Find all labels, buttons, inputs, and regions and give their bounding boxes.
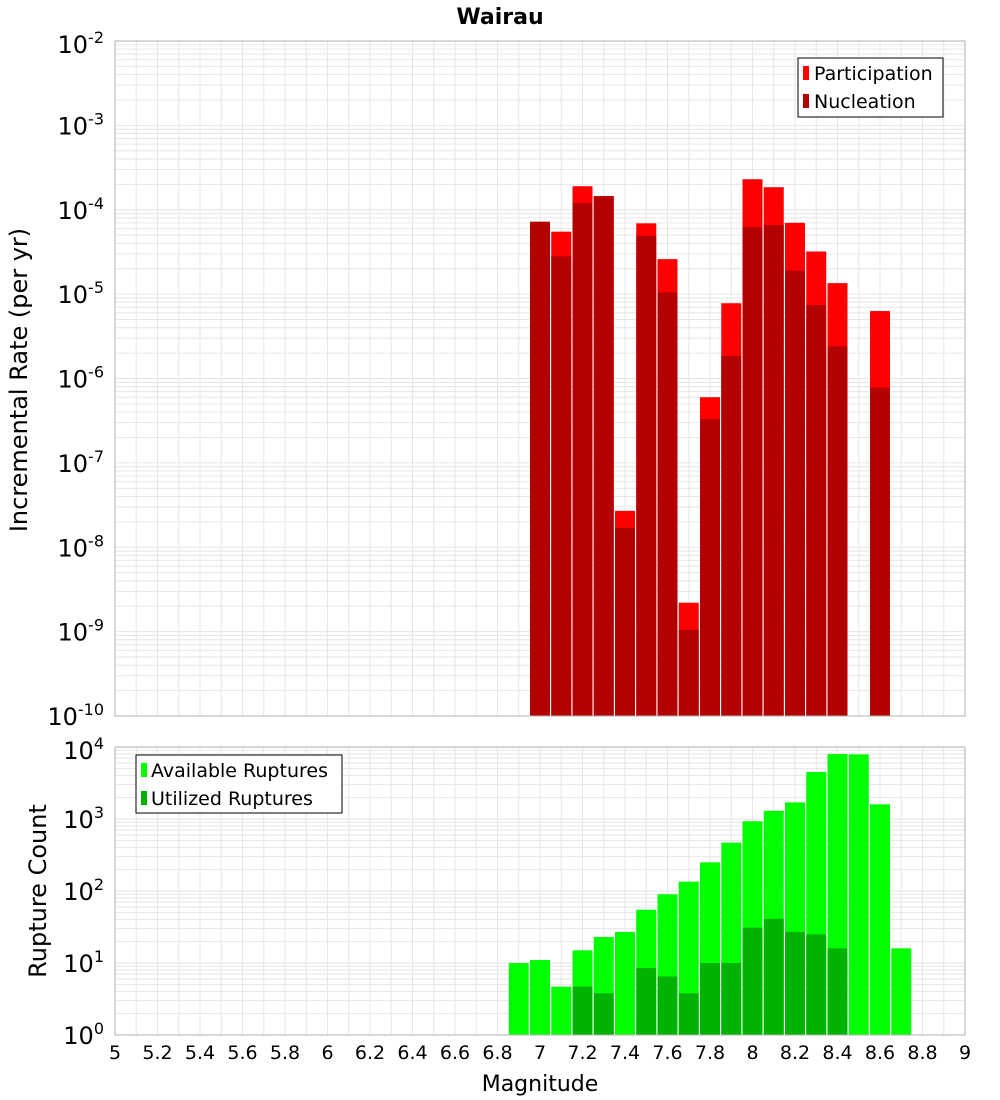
- y-tick-label: 10-5: [58, 278, 105, 309]
- legend-swatch-available: [141, 763, 147, 777]
- legend-swatch-participation: [803, 66, 809, 80]
- rate-inner-bar: [870, 387, 890, 716]
- rate-y-axis-label: Incremental Rate (per yr): [5, 228, 33, 532]
- legend-label-utilized: Utilized Ruptures: [151, 788, 313, 810]
- x-tick-label: 8.6: [865, 1042, 895, 1064]
- count-inner-bar: [678, 993, 699, 1035]
- rate-inner-bar: [593, 196, 614, 716]
- x-tick-label: 9: [959, 1042, 971, 1064]
- x-tick-label: 5.8: [270, 1042, 300, 1064]
- count-outer-bar: [551, 986, 572, 1035]
- x-tick-label: 5.2: [142, 1042, 172, 1064]
- count-outer-bar: [615, 931, 635, 1035]
- count-outer-bar: [508, 963, 529, 1035]
- x-tick-label: 5.4: [185, 1042, 215, 1064]
- rate-inner-bar: [806, 305, 827, 716]
- rate-inner-bar: [742, 227, 763, 716]
- rate-plot-frame: [114, 40, 966, 717]
- x-tick-label: 5: [109, 1042, 121, 1064]
- rate-legend: Participation Nucleation: [797, 57, 944, 118]
- y-tick-label: 10-6: [58, 363, 105, 394]
- rate-inner-bar: [615, 527, 635, 716]
- count-inner-bar: [742, 927, 763, 1035]
- x-tick-label: 8.8: [907, 1042, 937, 1064]
- x-tick-label: 8.4: [822, 1042, 852, 1064]
- count-inner-bar: [827, 948, 848, 1035]
- rate-y-tick-labels: 10-2 10-3 10-4 10-5 10-6 10-7 10-8 10-9 10-10: [47, 28, 104, 731]
- rate-panel: 10-2 10-3 10-4 10-5 10-6 10-7 10-8 10-9 10-10 In…: [5, 28, 966, 731]
- x-tick-label: 7.2: [567, 1042, 597, 1064]
- count-legend-box: [135, 754, 343, 814]
- y-tick-label: 10-4: [58, 194, 105, 225]
- count-inner-bar: [763, 918, 784, 1035]
- x-tick-label: 7.6: [652, 1042, 682, 1064]
- rate-inner-bar: [530, 221, 550, 716]
- count-outer-bar: [891, 948, 912, 1035]
- rate-inner-bar: [572, 203, 593, 716]
- x-axis-label: Magnitude: [482, 1072, 599, 1097]
- x-tick-label: 6.8: [482, 1042, 512, 1064]
- count-inner-bar: [572, 986, 593, 1035]
- rate-inner-bar: [827, 346, 848, 716]
- y-tick-label: 102: [63, 875, 104, 906]
- count-outer-bar: [870, 804, 890, 1035]
- count-inner-bar: [657, 976, 678, 1035]
- rate-legend-box: [797, 57, 944, 118]
- rate-inner-bar: [721, 355, 742, 716]
- rate-inner-bar: [678, 629, 699, 716]
- chart-title: Wairau: [456, 5, 543, 30]
- count-inner-bar: [593, 993, 614, 1035]
- x-tick-label: 8: [746, 1042, 758, 1064]
- y-tick-label: 104: [63, 734, 104, 765]
- count-y-axis-label: Rupture Count: [24, 804, 52, 978]
- legend-label-available: Available Ruptures: [151, 760, 328, 782]
- count-panel: 104 103 102 101 100 5 5.2 5.4 5.6 5.8 6 6.2 6.4 6.6 6…: [24, 734, 971, 1097]
- y-tick-label: 10-8: [58, 531, 105, 562]
- x-tick-label: 6.2: [355, 1042, 385, 1064]
- rate-inner-bar: [636, 235, 657, 716]
- x-tick-label: 7.4: [610, 1042, 640, 1064]
- y-tick-label: 10-10: [47, 700, 104, 731]
- x-tick-label: 6.4: [397, 1042, 427, 1064]
- rate-inner-bar: [785, 270, 805, 716]
- count-legend: Available Ruptures Utilized Ruptures: [135, 754, 343, 814]
- y-tick-label: 100: [63, 1019, 104, 1050]
- count-inner-bar: [785, 931, 805, 1035]
- x-tick-label: 7.8: [695, 1042, 725, 1064]
- count-outer-bar: [530, 960, 550, 1035]
- y-tick-label: 10-7: [58, 447, 105, 478]
- rate-inner-bar: [657, 292, 678, 716]
- count-inner-bar: [700, 963, 720, 1035]
- x-tick-label: 6.6: [440, 1042, 470, 1064]
- count-inner-bar: [806, 934, 827, 1035]
- rate-inner-bar: [763, 224, 784, 716]
- count-y-tick-labels: 104 103 102 101 100: [63, 734, 104, 1050]
- legend-label-participation: Participation: [814, 63, 933, 85]
- count-plot-frame: [114, 746, 966, 1036]
- count-inner-bar: [721, 963, 742, 1035]
- legend-label-nucleation: Nucleation: [814, 91, 916, 113]
- rate-bars: [530, 179, 890, 716]
- y-tick-label: 10-3: [58, 109, 105, 140]
- count-bars: [508, 753, 912, 1035]
- y-tick-label: 103: [63, 803, 104, 834]
- count-inner-bar: [636, 968, 657, 1035]
- y-tick-label: 101: [63, 947, 104, 978]
- x-tick-label: 6: [321, 1042, 333, 1064]
- x-tick-label: 7: [534, 1042, 546, 1064]
- rate-inner-bar: [700, 419, 720, 716]
- legend-swatch-utilized: [141, 791, 147, 805]
- legend-swatch-nucleation: [803, 94, 809, 108]
- y-tick-label: 10-9: [58, 616, 105, 647]
- x-tick-label: 8.2: [780, 1042, 810, 1064]
- rate-inner-bar: [551, 256, 572, 716]
- x-tick-labels: 5 5.2 5.4 5.6 5.8 6 6.2 6.4 6.6 6.8 7 7.2 7.4 7.6 7.8 8…: [109, 1042, 971, 1064]
- count-outer-bar: [848, 754, 869, 1035]
- y-tick-label: 10-2: [58, 28, 105, 59]
- x-tick-label: 5.6: [227, 1042, 257, 1064]
